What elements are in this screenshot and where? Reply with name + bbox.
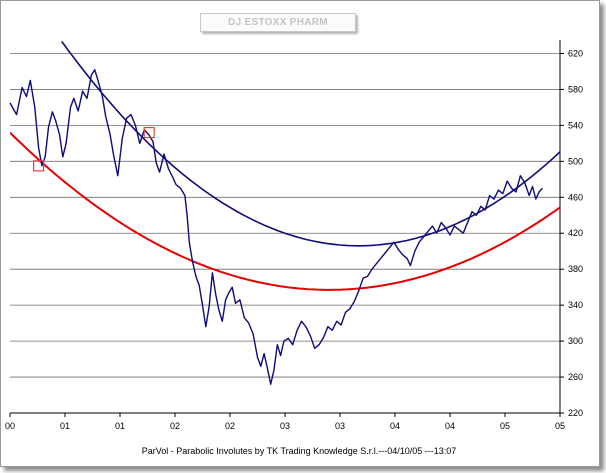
x-tick-label: 02 [170, 421, 180, 431]
x-tick-label: 05 [500, 421, 510, 431]
parabolic-curves [10, 40, 560, 291]
intersection-marker [32, 160, 45, 172]
x-tick-label: 04 [390, 421, 400, 431]
y-tick-label: 300 [568, 336, 583, 346]
y-tick-label: 580 [568, 84, 583, 94]
markers [32, 126, 155, 172]
x-axis-labels: 00 01 01 02 02 03 03 04 04 05 05 [5, 421, 565, 431]
y-tick-label: 620 [568, 48, 583, 58]
y-axis-labels: 220 260 300 340 380 420 460 500 540 580 620 [568, 48, 583, 418]
x-tick-label: 00 [5, 421, 15, 431]
chart-footer: ParVol - Parabolic Involutes by TK Tradi… [141, 446, 457, 456]
axes [9, 40, 561, 417]
x-tick-label: 05 [555, 421, 565, 431]
intersection-marker [143, 126, 155, 139]
chart-title: DJ ESTOXX PHARM [200, 13, 356, 32]
x-tick-label: 04 [445, 421, 455, 431]
x-tick-label: 01 [115, 421, 125, 431]
y-tick-label: 380 [568, 264, 583, 274]
x-tick-label: 03 [280, 421, 290, 431]
y-tick-label: 340 [568, 300, 583, 310]
x-tick-label: 02 [225, 421, 235, 431]
lower-parabola [10, 131, 560, 291]
x-tick-label: 03 [335, 421, 345, 431]
y-tick-label: 500 [568, 156, 583, 166]
y-tick-label: 260 [568, 372, 583, 382]
y-tick-label: 220 [568, 408, 583, 418]
y-tick-label: 420 [568, 228, 583, 238]
y-tick-label: 460 [568, 192, 583, 202]
y-tick-label: 540 [568, 120, 583, 130]
price-line [9, 69, 543, 385]
price-series [9, 69, 543, 385]
x-tick-label: 01 [60, 421, 70, 431]
upper-parabola [61, 40, 560, 247]
